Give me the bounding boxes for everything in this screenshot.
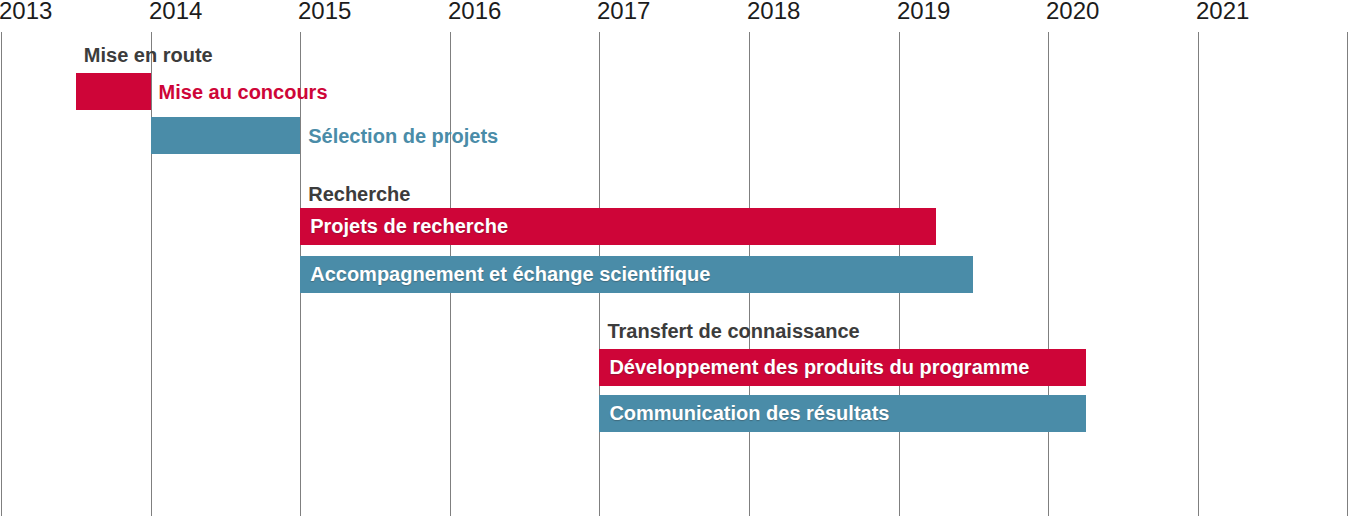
gantt-chart: 2013 2014 2015 2016 2017 2018 2019 2020 2021 Mis…	[0, 0, 1356, 516]
gantt-bar-red	[76, 73, 151, 110]
gridline	[151, 32, 152, 516]
axis-tick-label: 2018	[747, 0, 800, 24]
axis-tick-label: 2020	[1046, 0, 1099, 24]
gantt-bar-blue: Communication des résultats	[599, 395, 1085, 432]
section-header: Recherche	[308, 183, 410, 206]
bar-label: Développement des produits du programme	[599, 349, 1085, 386]
gridline	[1, 32, 2, 516]
bar-label: Accompagnement et échange scientifique	[300, 256, 973, 293]
gantt-bar-red: Développement des produits du programme	[599, 349, 1085, 386]
gridline	[1198, 32, 1199, 516]
axis-tick-label: 2017	[597, 0, 650, 24]
axis-tick-label: 2019	[897, 0, 950, 24]
bar-label: Communication des résultats	[599, 395, 1085, 432]
axis-tick-label: 2014	[149, 0, 202, 24]
section-header: Mise en route	[84, 44, 213, 67]
gridline	[1048, 32, 1049, 516]
bar-label: Sélection de projets	[308, 125, 498, 148]
gantt-bar-red: Projets de recherche	[300, 208, 936, 245]
gantt-bar-blue	[151, 117, 301, 154]
gantt-bar-blue: Accompagnement et échange scientifique	[300, 256, 973, 293]
axis-tick-label: 2021	[1196, 0, 1249, 24]
axis-tick-label: 2015	[298, 0, 351, 24]
bar-label: Mise au concours	[159, 81, 328, 104]
axis-tick-label: 2016	[448, 0, 501, 24]
bar-label: Projets de recherche	[300, 208, 936, 245]
gridline	[1347, 32, 1348, 516]
section-header: Transfert de connaissance	[607, 320, 859, 343]
axis-tick-label: 2013	[0, 0, 52, 24]
